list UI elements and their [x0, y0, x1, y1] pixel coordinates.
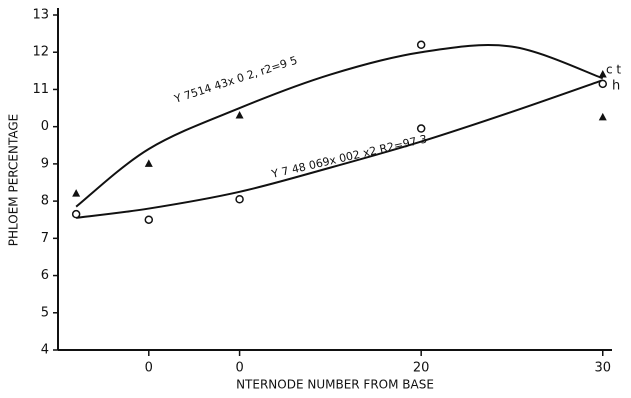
- y-tick-label: 12: [32, 45, 49, 60]
- annotation: h: [612, 79, 620, 94]
- point: [144, 215, 154, 224]
- fit-curve: [76, 79, 604, 219]
- point: [235, 111, 244, 119]
- annotation: Y 7 48 069x 002 x2 R2=97 3: [269, 132, 428, 181]
- y-tick-label: 4: [41, 343, 49, 358]
- x-tick-label: 20: [413, 361, 430, 376]
- x-axis-label: NTERNODE NUMBER FROM BASE: [236, 378, 434, 392]
- point: [71, 209, 81, 219]
- point: [144, 159, 153, 167]
- x-tick-label: 0: [145, 361, 153, 376]
- point: [416, 40, 426, 50]
- annotation: c t: [606, 63, 621, 77]
- y-tick-label: 0: [41, 119, 49, 134]
- point: [72, 189, 81, 197]
- y-tick-label: 9: [41, 156, 49, 171]
- y-tick-label: 13: [32, 8, 49, 23]
- y-tick-label: 7: [41, 231, 49, 246]
- y-tick-label: 8: [41, 194, 49, 209]
- y-tick-label: 5: [41, 305, 49, 320]
- point: [598, 79, 608, 89]
- y-tick-label: 6: [41, 268, 49, 283]
- y-tick-label: 11: [32, 82, 49, 97]
- y-axis-label: PHLOEM PERCENTAGE: [7, 114, 21, 247]
- point: [598, 112, 607, 121]
- fit-curve: [75, 44, 604, 208]
- x-tick-label: 0: [235, 361, 243, 376]
- x-tick-label: 30: [594, 361, 611, 376]
- annotation: Y 7514 43x 0 2, r2=9 5: [172, 54, 299, 106]
- point: [235, 195, 244, 204]
- point: [416, 124, 426, 133]
- point: [598, 70, 607, 78]
